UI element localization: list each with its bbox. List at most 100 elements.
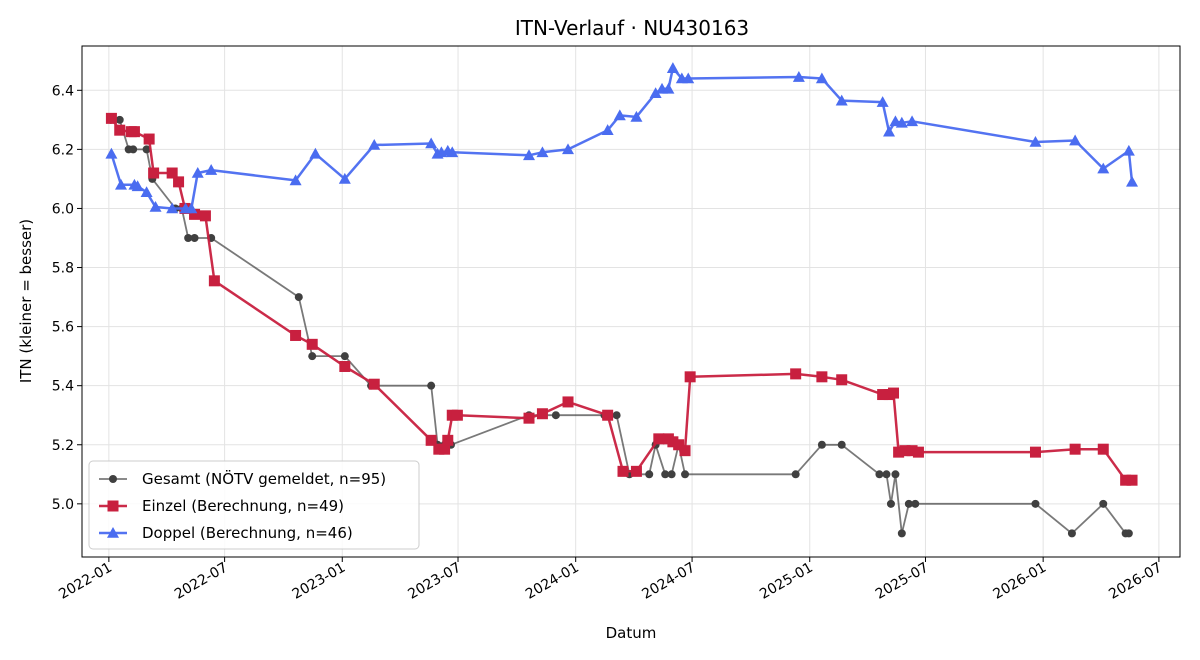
- data-point-gesamt: [612, 411, 621, 420]
- x-axis: 2022-01 2022-07 2023-01 2023-07 2024-01 2024-…: [56, 557, 1165, 603]
- data-point-gesamt: [886, 499, 895, 508]
- data-point-doppel: [166, 202, 179, 214]
- data-point-doppel: [338, 172, 351, 184]
- data-point-einzel: [684, 371, 696, 383]
- data-point-doppel: [185, 202, 198, 214]
- data-point-doppel: [289, 174, 302, 186]
- legend: Gesamt (NÖTV gemeldet, n=95) Einzel (Bere…: [88, 460, 420, 550]
- data-point-gesamt: [1124, 529, 1133, 538]
- data-point-gesamt: [1031, 499, 1040, 508]
- data-point-einzel: [439, 443, 451, 455]
- x-tick-label: 2023-01: [290, 560, 349, 603]
- data-point-gesamt: [911, 499, 920, 508]
- data-point-doppel: [666, 62, 679, 73]
- data-point-gesamt: [681, 470, 690, 479]
- data-point-doppel: [562, 143, 575, 155]
- data-point-einzel: [617, 465, 629, 477]
- x-tick-label: 2026-01: [990, 560, 1049, 603]
- data-point-einzel: [1029, 446, 1041, 458]
- data-point-einzel: [199, 210, 211, 222]
- data-point-doppel: [1069, 134, 1082, 146]
- data-point-doppel: [191, 167, 204, 178]
- data-point-gesamt: [142, 145, 151, 154]
- data-point-einzel: [425, 434, 437, 446]
- data-point-doppel: [682, 72, 695, 84]
- data-point-einzel: [114, 124, 126, 136]
- series-line-doppel: [110, 66, 1134, 210]
- series-einzel: [105, 112, 1138, 486]
- data-point-einzel: [339, 360, 351, 372]
- data-point-doppel: [1097, 162, 1110, 174]
- data-point-einzel: [173, 176, 185, 188]
- data-point-einzel: [1120, 474, 1132, 486]
- data-point-gesamt: [308, 352, 317, 361]
- data-point-doppel: [446, 146, 459, 158]
- data-point-gesamt: [1067, 529, 1076, 538]
- data-point-einzel: [562, 396, 574, 408]
- data-point-doppel: [649, 87, 662, 99]
- data-point-gesamt: [791, 470, 800, 479]
- data-point-doppel: [630, 110, 643, 122]
- y-tick-label: 6.2: [52, 142, 74, 158]
- data-point-doppel: [601, 124, 614, 135]
- y-tick-label: 5.6: [52, 320, 74, 336]
- data-point-einzel: [667, 436, 679, 448]
- y-tick-label: 5.8: [52, 261, 74, 277]
- data-point-einzel: [877, 389, 889, 401]
- data-point-einzel: [105, 112, 117, 124]
- data-point-einzel: [1069, 443, 1081, 455]
- data-point-doppel: [906, 115, 919, 127]
- data-point-doppel: [883, 125, 896, 137]
- data-point-gesamt: [184, 233, 193, 242]
- data-point-einzel: [836, 374, 848, 386]
- y-tick-label: 6.4: [52, 83, 74, 99]
- series-layer: [105, 62, 1139, 538]
- data-point-gesamt: [427, 381, 436, 390]
- data-point-einzel: [523, 412, 535, 424]
- data-point-einzel: [630, 465, 642, 477]
- data-point-doppel: [1029, 135, 1042, 147]
- data-point-einzel: [653, 433, 665, 445]
- data-point-gesamt: [882, 470, 891, 479]
- data-point-doppel: [792, 71, 805, 82]
- x-axis-label: Datum: [606, 624, 657, 642]
- data-point-doppel: [309, 147, 322, 159]
- data-point-einzel: [128, 126, 140, 138]
- data-point-einzel: [290, 329, 302, 341]
- data-point-doppel: [536, 146, 549, 158]
- data-point-einzel: [166, 167, 178, 179]
- legend-marker-einzel: [107, 500, 119, 512]
- legend-label-doppel: Doppel (Berechnung, n=46): [142, 524, 353, 542]
- data-point-doppel: [140, 186, 153, 198]
- x-tick-label: 2025-01: [757, 560, 816, 603]
- data-point-doppel: [662, 82, 675, 94]
- data-point-einzel: [602, 409, 614, 421]
- data-point-einzel: [673, 439, 685, 451]
- y-tick-label: 6.0: [52, 201, 74, 217]
- data-point-einzel: [368, 378, 380, 390]
- x-tick-label: 2024-07: [639, 560, 698, 603]
- x-tick-label: 2024-01: [523, 560, 582, 603]
- data-point-gesamt: [875, 470, 884, 479]
- data-point-einzel: [893, 446, 905, 458]
- data-point-doppel: [131, 180, 144, 192]
- data-point-gesamt: [904, 499, 913, 508]
- y-tick-label: 5.4: [52, 379, 74, 395]
- data-point-doppel: [205, 164, 218, 175]
- data-point-einzel: [143, 133, 155, 145]
- data-point-einzel: [451, 409, 463, 421]
- data-point-gesamt: [551, 411, 560, 420]
- data-point-doppel: [1126, 175, 1139, 187]
- data-point-einzel: [790, 368, 802, 380]
- y-tick-label: 5.2: [52, 438, 74, 454]
- data-point-doppel: [895, 116, 908, 128]
- data-point-gesamt: [190, 233, 199, 242]
- legend-label-einzel: Einzel (Berechnung, n=49): [142, 497, 344, 515]
- data-point-einzel: [442, 434, 454, 446]
- x-tick-label: 2022-01: [56, 560, 115, 603]
- y-tick-label: 5.0: [52, 497, 74, 513]
- legend-box: [88, 460, 420, 550]
- data-point-einzel: [148, 167, 160, 179]
- data-point-doppel: [815, 72, 828, 84]
